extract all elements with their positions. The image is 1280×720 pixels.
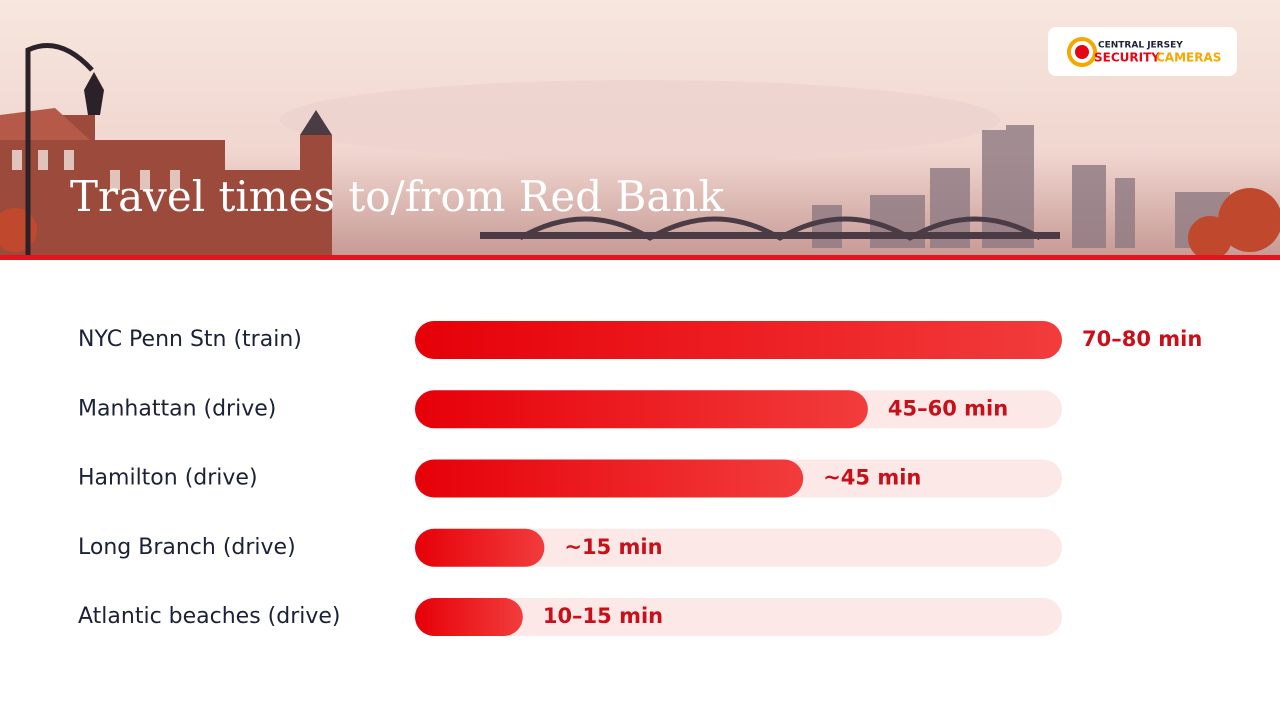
logo-right: CAMERAS [1156, 51, 1221, 65]
category-label: Atlantic beaches (drive) [78, 604, 341, 629]
category-label: Long Branch (drive) [78, 535, 296, 560]
logo-left: SECURITY [1094, 51, 1160, 65]
logo-top: CENTRAL JERSEY [1098, 41, 1183, 51]
value-label: 10–15 min [543, 604, 663, 628]
bar-chart: NYC Penn Stn (train) 70–80 min Manhattan (… [78, 321, 1202, 636]
bar [415, 528, 545, 567]
bar [415, 390, 868, 429]
bar-track [415, 598, 1062, 636]
value-label: ~45 min [823, 466, 921, 490]
bar-track [415, 528, 1062, 567]
logo: CENTRAL JERSEY SECURITY CAMERAS [1048, 27, 1237, 76]
bar [415, 598, 523, 636]
bar [415, 321, 1062, 359]
category-label: Hamilton (drive) [78, 466, 258, 491]
value-label: 45–60 min [888, 396, 1008, 420]
category-label: Manhattan (drive) [78, 396, 276, 421]
category-label: NYC Penn Stn (train) [78, 327, 302, 352]
bar [415, 459, 804, 498]
slide-title: Travel times to/from Red Bank [70, 172, 724, 221]
value-label: 70–80 min [1082, 327, 1202, 351]
header-rule [0, 255, 1280, 260]
value-label: ~15 min [564, 535, 662, 559]
